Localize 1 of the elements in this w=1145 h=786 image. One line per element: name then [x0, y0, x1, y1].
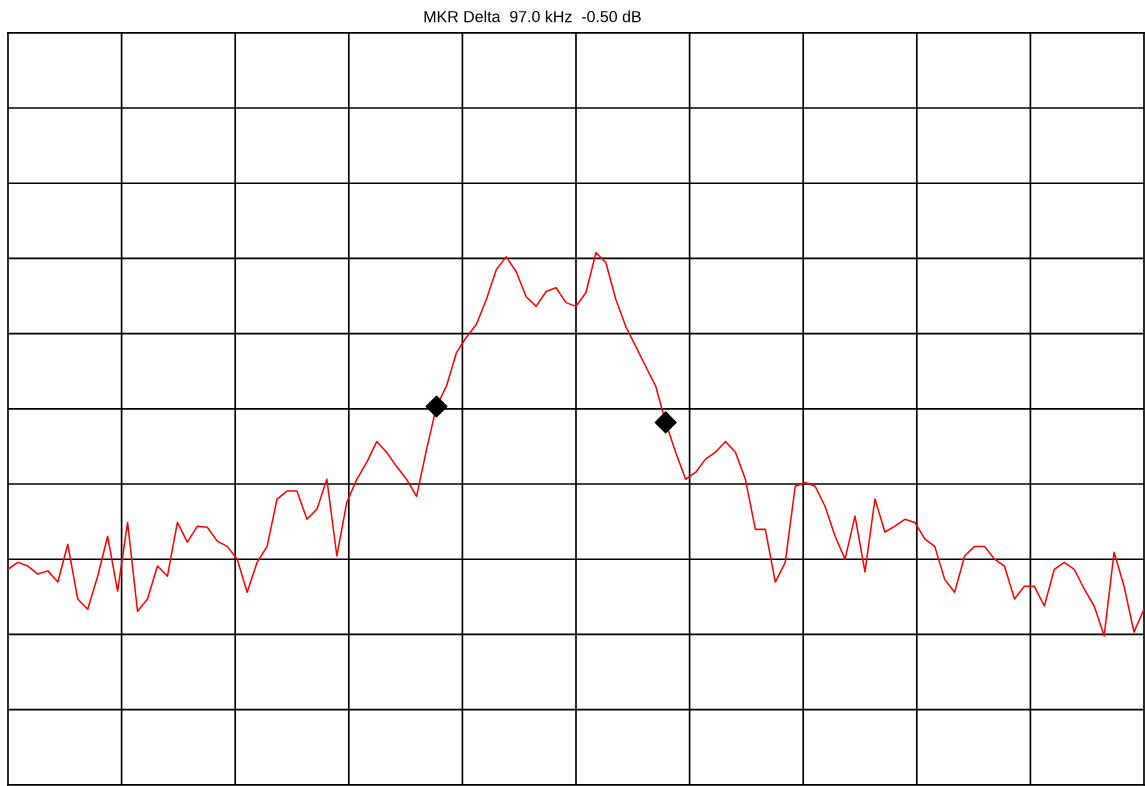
chart-title: MKR Delta 97.0 kHz -0.50 dB: [424, 10, 641, 23]
